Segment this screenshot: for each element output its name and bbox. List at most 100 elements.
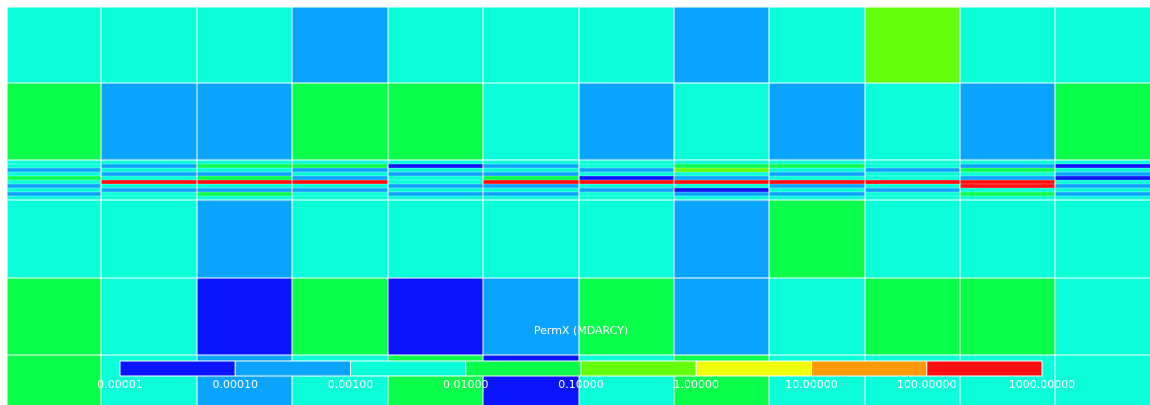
grid-cell: [579, 160, 674, 164]
grid-cell: [7, 168, 101, 172]
grid-cell: [865, 176, 960, 180]
colorbar-swatch: [695, 360, 812, 377]
grid-cell: [292, 196, 388, 200]
grid-cell: [960, 164, 1055, 168]
grid-cell: [579, 168, 674, 172]
grid-cell: [865, 188, 960, 192]
grid-cell: [292, 200, 388, 278]
grid-cell: [579, 83, 674, 160]
grid-cell: [865, 172, 960, 176]
grid-cell: [388, 160, 483, 164]
grid-cell: [674, 184, 769, 188]
colorbar-swatch: [580, 360, 697, 377]
grid-cell: [865, 200, 960, 278]
grid-cell: [960, 192, 1055, 196]
grid-cell: [769, 192, 865, 196]
grid-cell: [101, 160, 197, 164]
grid-cell: [865, 184, 960, 188]
colorbar-tick-labels: 0.00001 0.00010 0.00100 0.01000 0.10000 1.000…: [97, 378, 1075, 391]
grid-cell: [101, 196, 197, 200]
grid-cell: [769, 172, 865, 176]
grid-cell: [388, 192, 483, 196]
grid-cell: [7, 83, 101, 160]
grid-cell: [1055, 278, 1150, 355]
grid-cell: [483, 172, 579, 176]
grid-cell: [197, 180, 292, 184]
grid-cell: [483, 83, 579, 160]
grid-cell: [769, 184, 865, 188]
grid-cell: [579, 184, 674, 188]
grid-cells: [7, 7, 1150, 405]
colorbar-tick-label: 0.01000: [443, 378, 489, 391]
grid-cell: [579, 188, 674, 192]
grid-cell: [960, 196, 1055, 200]
grid-cell: [960, 180, 1055, 184]
grid-cell: [960, 184, 1055, 188]
grid-cell: [388, 172, 483, 176]
grid-cell: [292, 83, 388, 160]
grid-cell: [7, 278, 101, 355]
colorbar-swatch: [465, 360, 582, 377]
grid-cell: [483, 196, 579, 200]
grid-cell: [579, 176, 674, 180]
grid-cell: [388, 83, 483, 160]
grid-cell: [7, 172, 101, 176]
grid-cell: [292, 160, 388, 164]
grid-cell: [292, 168, 388, 172]
grid-cell: [101, 180, 197, 184]
grid-cell: [960, 278, 1055, 355]
grid-cell: [197, 7, 292, 83]
grid-cell: [579, 200, 674, 278]
grid-cell: [292, 164, 388, 168]
grid-cell: [674, 83, 769, 160]
colorbar-tick-label: 10.00000: [785, 378, 838, 391]
grid-cell: [674, 200, 769, 278]
grid-cell: [960, 7, 1055, 83]
grid-cell: [865, 83, 960, 160]
colorbar-title: PermX (MDARCY): [534, 324, 628, 337]
colorbar-swatch: [119, 360, 236, 377]
grid-cell: [674, 278, 769, 355]
grid-cell: [769, 278, 865, 355]
grid-cell: [1055, 180, 1150, 184]
grid-cell: [1055, 196, 1150, 200]
colorbar-tick-label: 0.00010: [213, 378, 259, 391]
grid-cell: [292, 188, 388, 192]
grid-cell: [7, 196, 101, 200]
grid-cell: [292, 180, 388, 184]
colorbar-tick-label: 0.10000: [558, 378, 604, 391]
grid-cell: [483, 160, 579, 164]
grid-cell: [7, 184, 101, 188]
grid-cell: [197, 192, 292, 196]
grid-cell: [483, 278, 579, 355]
grid-cell: [865, 164, 960, 168]
grid-cell: [483, 188, 579, 192]
grid-cell: [579, 172, 674, 176]
grid-cell: [960, 176, 1055, 180]
grid-cell: [674, 176, 769, 180]
grid-cell: [1055, 184, 1150, 188]
grid-cell: [7, 188, 101, 192]
grid-cell: [7, 180, 101, 184]
grid-cell: [388, 200, 483, 278]
grid-cell: [197, 278, 292, 355]
grid-cell: [960, 188, 1055, 192]
grid-cell: [1055, 188, 1150, 192]
grid-cell: [1055, 172, 1150, 176]
colorbar: PermX (MDARCY) 0.00001 0.00010 0.00100 0.01…: [97, 324, 1075, 391]
grid-cell: [579, 164, 674, 168]
grid-cell: [292, 184, 388, 188]
grid-cell: [1055, 200, 1150, 278]
grid-cell: [388, 164, 483, 168]
grid-cell: [865, 180, 960, 184]
grid-cell: [7, 192, 101, 196]
grid-cell: [7, 160, 101, 164]
grid-cell: [197, 168, 292, 172]
grid-cell: [769, 164, 865, 168]
grid-cell: [769, 176, 865, 180]
grid-cell: [101, 168, 197, 172]
grid-cell: [197, 176, 292, 180]
grid-cell: [865, 192, 960, 196]
grid-cell: [197, 200, 292, 278]
